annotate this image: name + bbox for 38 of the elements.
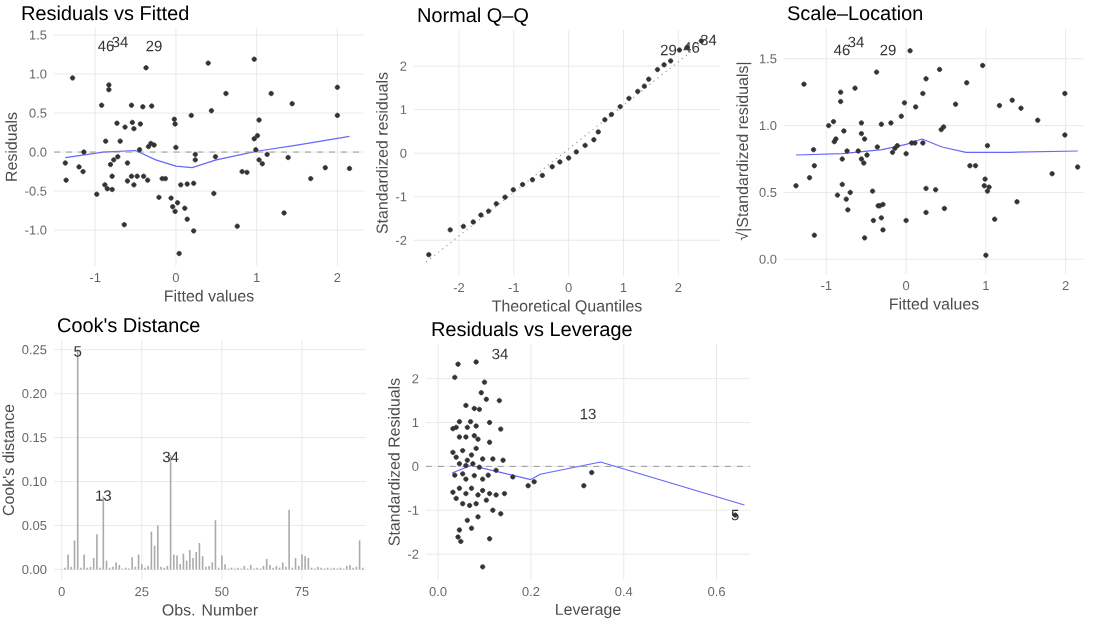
line-series xyxy=(451,461,746,506)
point xyxy=(426,252,432,258)
chart-title: Residuals vs Leverage xyxy=(432,321,632,341)
chart-title: Scale–Location xyxy=(787,5,922,21)
point xyxy=(646,76,652,82)
chart-title: Cook's Distance xyxy=(58,317,200,333)
point xyxy=(519,181,526,188)
point xyxy=(549,164,555,170)
point xyxy=(460,223,466,229)
chart-title: Normal Q–Q xyxy=(418,7,528,26)
point xyxy=(595,129,601,135)
point xyxy=(626,95,632,101)
point xyxy=(485,208,492,214)
point xyxy=(493,201,499,207)
point xyxy=(635,88,641,94)
point xyxy=(502,194,508,200)
point xyxy=(661,62,667,68)
point xyxy=(557,159,563,165)
point xyxy=(641,83,647,89)
point xyxy=(617,104,623,110)
point xyxy=(582,142,588,148)
point xyxy=(539,172,545,179)
chart-title: Residuals vs Fitted xyxy=(22,5,189,21)
point xyxy=(529,177,536,183)
point xyxy=(654,67,661,73)
point xyxy=(478,212,484,218)
point xyxy=(510,187,516,193)
point xyxy=(573,149,579,155)
point xyxy=(608,111,615,118)
line-series xyxy=(795,138,1079,156)
point xyxy=(470,219,476,225)
point xyxy=(676,47,683,53)
point xyxy=(566,155,572,161)
line-series xyxy=(64,135,351,169)
point xyxy=(591,137,597,143)
point xyxy=(602,117,608,123)
point xyxy=(447,227,453,233)
point xyxy=(668,58,674,64)
